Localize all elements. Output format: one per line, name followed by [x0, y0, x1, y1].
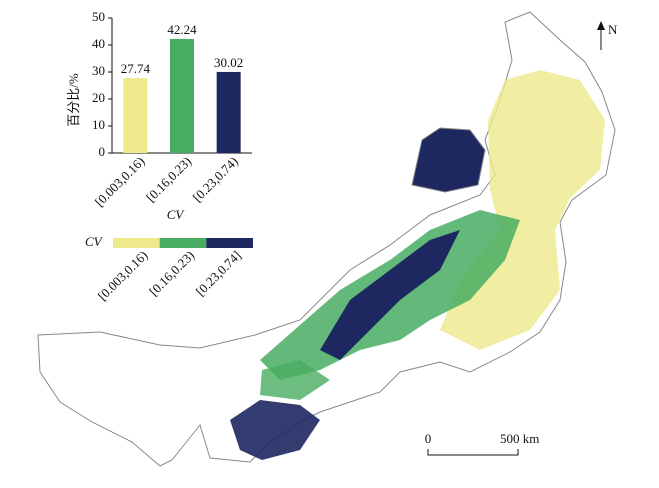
x-axis-label: CV: [167, 207, 186, 222]
north-label: N: [608, 22, 618, 37]
scale-line: [427, 449, 519, 456]
scale-start: 0: [425, 431, 432, 446]
legend-swatch: [206, 238, 253, 248]
legend-title: CV: [85, 234, 104, 249]
value-label: 30.02: [214, 55, 243, 70]
scale-bar: 0 500 km: [425, 431, 539, 456]
southwest-zone: [230, 400, 320, 460]
y-tick-label: 30: [92, 63, 105, 78]
scale-end: 500 km: [500, 431, 539, 446]
y-tick-label: 20: [92, 90, 105, 105]
x-tick-label: [0.23,0.74): [190, 154, 241, 205]
legend-swatch: [113, 238, 160, 248]
legend-label: [0.16,0.23): [146, 248, 197, 299]
legend-swatch: [159, 238, 207, 248]
y-tick-label: 50: [92, 9, 105, 24]
y-tick-label: 10: [92, 117, 105, 132]
y-tick-label: 0: [99, 144, 106, 159]
southwest-green: [260, 360, 330, 400]
x-tick-label: [0.16,0.23): [143, 154, 194, 205]
blue-zone: [320, 230, 460, 360]
y-tick-label: 40: [92, 36, 105, 51]
value-label: 42.24: [167, 22, 197, 37]
north-arrow-head: [597, 21, 605, 30]
region-outline: [37, 11, 616, 467]
y-axis-label: 百分比/%: [66, 73, 81, 127]
bar: [123, 78, 148, 153]
legend-label: [0.23,0.74]: [193, 248, 244, 299]
legend-label: [0.003,0.16): [95, 248, 151, 304]
northwest-lobe: [411, 127, 486, 193]
north-arrow: N: [597, 21, 618, 50]
value-label: 27.74: [121, 61, 151, 76]
bar: [170, 38, 194, 154]
x-tick-label: [0.003,0.16): [92, 154, 148, 210]
map: [37, 11, 616, 467]
bar: [216, 71, 241, 153]
